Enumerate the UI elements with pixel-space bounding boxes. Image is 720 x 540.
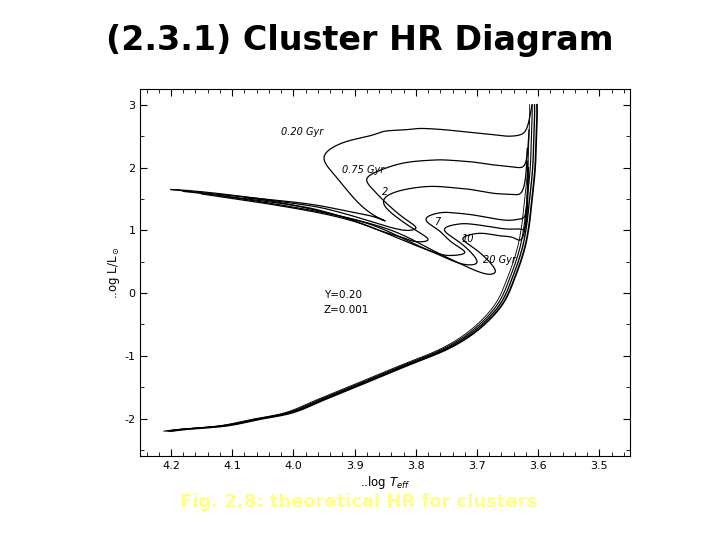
Text: (2.3.1) Cluster HR Diagram: (2.3.1) Cluster HR Diagram	[107, 24, 613, 57]
Text: 20 Gyr: 20 Gyr	[483, 255, 516, 265]
Text: 7: 7	[434, 217, 441, 227]
Y-axis label: ..og L/L$_\odot$: ..og L/L$_\odot$	[106, 246, 122, 299]
Text: 10: 10	[461, 234, 474, 244]
Text: Z=0.001: Z=0.001	[324, 305, 369, 315]
Text: 2: 2	[382, 186, 388, 197]
Text: 0.20 Gyr: 0.20 Gyr	[282, 127, 323, 137]
Text: Fig. 2.8: theoretical HR for clusters: Fig. 2.8: theoretical HR for clusters	[179, 492, 537, 511]
X-axis label: ..log $T_{eff}$: ..log $T_{eff}$	[360, 474, 410, 491]
Text: Y=0.20: Y=0.20	[324, 290, 362, 300]
Text: 0.75 Gyr: 0.75 Gyr	[343, 165, 384, 174]
